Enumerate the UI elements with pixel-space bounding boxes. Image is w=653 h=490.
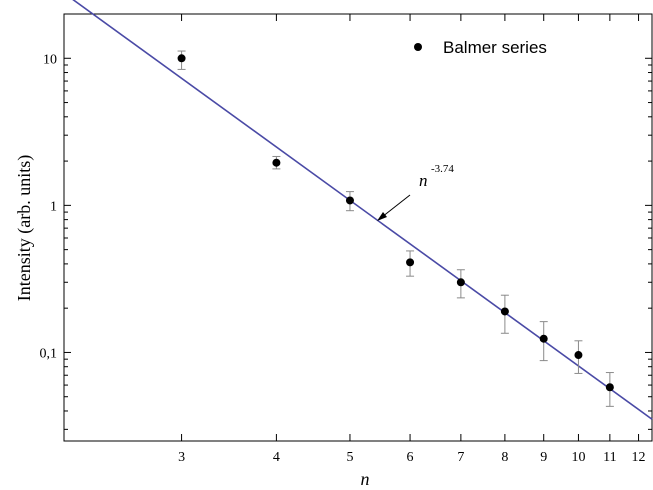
y-tick-label: 10 <box>43 52 57 67</box>
data-point <box>574 351 583 360</box>
data-points <box>177 50 614 407</box>
x-tick-label: 4 <box>273 450 280 465</box>
data-point <box>539 334 548 343</box>
data-point <box>177 54 186 63</box>
x-tick-label: 6 <box>407 450 414 465</box>
y-tick-label: 1 <box>50 199 57 214</box>
data-point <box>345 196 354 205</box>
legend-marker <box>414 43 422 51</box>
fit-annotation-exponent: -3.74 <box>431 163 454 175</box>
x-tick-label: 11 <box>603 450 616 465</box>
data-point <box>406 258 415 267</box>
x-tick-label: 8 <box>501 450 508 465</box>
x-tick-label: 10 <box>571 450 585 465</box>
x-tick-label: 9 <box>540 450 547 465</box>
data-point <box>605 383 614 392</box>
fit-line <box>72 0 653 420</box>
legend: Balmer series <box>414 38 547 57</box>
y-tick-label: 0,1 <box>40 346 58 361</box>
data-point <box>456 278 465 287</box>
x-tick-label: 3 <box>178 450 185 465</box>
y-axis-ticks: 0,1 1 10 <box>40 13 652 430</box>
legend-label: Balmer series <box>443 38 547 57</box>
x-tick-label: 12 <box>632 450 646 465</box>
x-axis-ticks: 3 4 5 6 7 8 9 10 11 12 <box>178 14 646 465</box>
x-axis-title: n <box>361 469 370 489</box>
fit-annotation-arrowhead <box>377 212 387 221</box>
fit-annotation-label: n <box>419 171 428 190</box>
x-tick-label: 7 <box>457 450 464 465</box>
data-point <box>500 307 509 316</box>
x-tick-label: 5 <box>346 450 353 465</box>
y-axis-title: Intensity (arb. units) <box>14 155 35 301</box>
fit-annotation: n -3.74 <box>377 163 454 221</box>
fit-annotation-arrow <box>381 194 411 218</box>
data-point <box>272 158 281 167</box>
plot-frame <box>63 13 653 442</box>
